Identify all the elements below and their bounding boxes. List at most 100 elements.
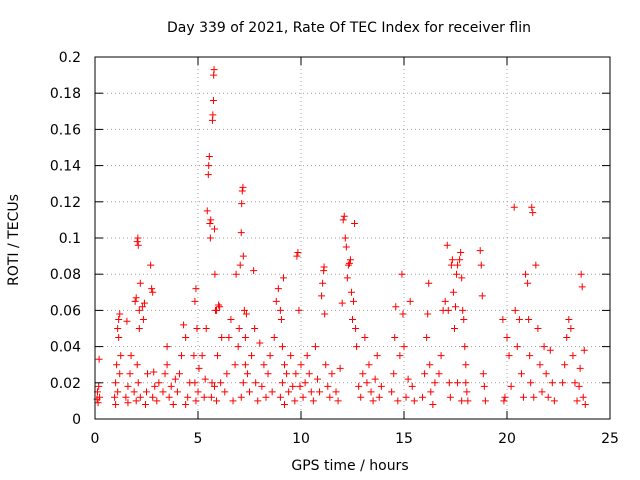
data-point (345, 259, 353, 267)
data-point (191, 297, 199, 305)
data-point (351, 220, 359, 228)
data-point (510, 203, 518, 211)
data-point (122, 393, 130, 401)
data-point (377, 382, 385, 390)
data-point (347, 288, 355, 296)
data-point (528, 203, 536, 211)
data-point (241, 334, 249, 342)
data-point (303, 352, 311, 360)
data-point (171, 375, 179, 383)
data-point (190, 352, 198, 360)
data-point (322, 361, 330, 369)
data-point (454, 261, 462, 269)
data-point (478, 292, 486, 300)
data-point (299, 393, 307, 401)
data-point (481, 397, 489, 405)
data-point (464, 397, 472, 405)
data-point (296, 382, 304, 390)
data-point (301, 379, 309, 387)
data-point (448, 256, 456, 264)
data-point (424, 310, 432, 318)
data-point (239, 379, 247, 387)
data-point (200, 393, 208, 401)
data-point (287, 352, 295, 360)
data-point (229, 397, 237, 405)
data-point (365, 361, 373, 369)
data-point (112, 401, 120, 409)
data-point (458, 274, 466, 282)
data-point (238, 187, 246, 195)
data-point (159, 388, 167, 396)
data-point (445, 379, 453, 387)
data-point (210, 225, 218, 233)
data-point (400, 343, 408, 351)
data-point (163, 343, 171, 351)
data-point (221, 388, 229, 396)
data-point (239, 252, 247, 260)
data-point (132, 294, 140, 302)
data-point (459, 306, 467, 314)
data-point (350, 297, 358, 305)
data-point (250, 267, 258, 275)
data-point (435, 370, 443, 378)
data-point (328, 370, 336, 378)
data-point (206, 234, 214, 242)
data-point (143, 388, 150, 396)
data-point (182, 401, 190, 409)
data-point (293, 252, 301, 260)
data-point (396, 352, 404, 360)
y-tick-label: 0.04 (50, 340, 81, 356)
data-point (149, 393, 157, 401)
data-point (505, 352, 513, 360)
data-point (530, 393, 538, 401)
data-point (147, 261, 155, 269)
data-point (477, 261, 485, 269)
y-tick-label: 0.06 (50, 303, 81, 319)
data-point (194, 388, 202, 396)
data-point (292, 370, 300, 378)
data-point (441, 297, 449, 305)
data-point (316, 388, 324, 396)
data-point (352, 325, 360, 332)
data-point (239, 183, 247, 191)
data-point (175, 370, 183, 378)
data-point (565, 315, 573, 323)
data-point (192, 397, 200, 405)
data-point (209, 96, 217, 104)
data-point (458, 397, 466, 405)
data-point (522, 270, 530, 278)
data-point (338, 299, 346, 307)
data-point (319, 279, 327, 287)
data-point (113, 361, 121, 369)
data-point (208, 379, 216, 387)
data-point (534, 325, 542, 332)
data-point (517, 370, 525, 378)
x-axis: 0 5 10 15 20 25 (91, 57, 619, 447)
data-point (252, 379, 260, 387)
data-point (341, 234, 349, 242)
data-point (115, 315, 123, 323)
x-tick-label: 0 (91, 431, 100, 447)
data-point (217, 379, 225, 387)
plot-frame (94, 56, 611, 420)
data-point (542, 370, 550, 378)
data-point (392, 303, 400, 311)
data-point (525, 315, 533, 323)
data-point (548, 379, 556, 387)
data-point (191, 379, 199, 387)
data-point (349, 315, 356, 323)
data-point (402, 393, 410, 401)
data-point (95, 382, 103, 390)
data-point (394, 397, 402, 405)
data-point (320, 263, 328, 271)
data-point (581, 401, 589, 409)
data-point (575, 382, 583, 390)
data-point (443, 241, 451, 249)
data-point (571, 379, 579, 387)
data-point (266, 352, 274, 360)
data-point (276, 393, 284, 401)
data-point (136, 279, 144, 287)
data-point (567, 325, 575, 332)
y-tick-label: 0.1 (59, 231, 81, 247)
data-point (169, 401, 177, 409)
